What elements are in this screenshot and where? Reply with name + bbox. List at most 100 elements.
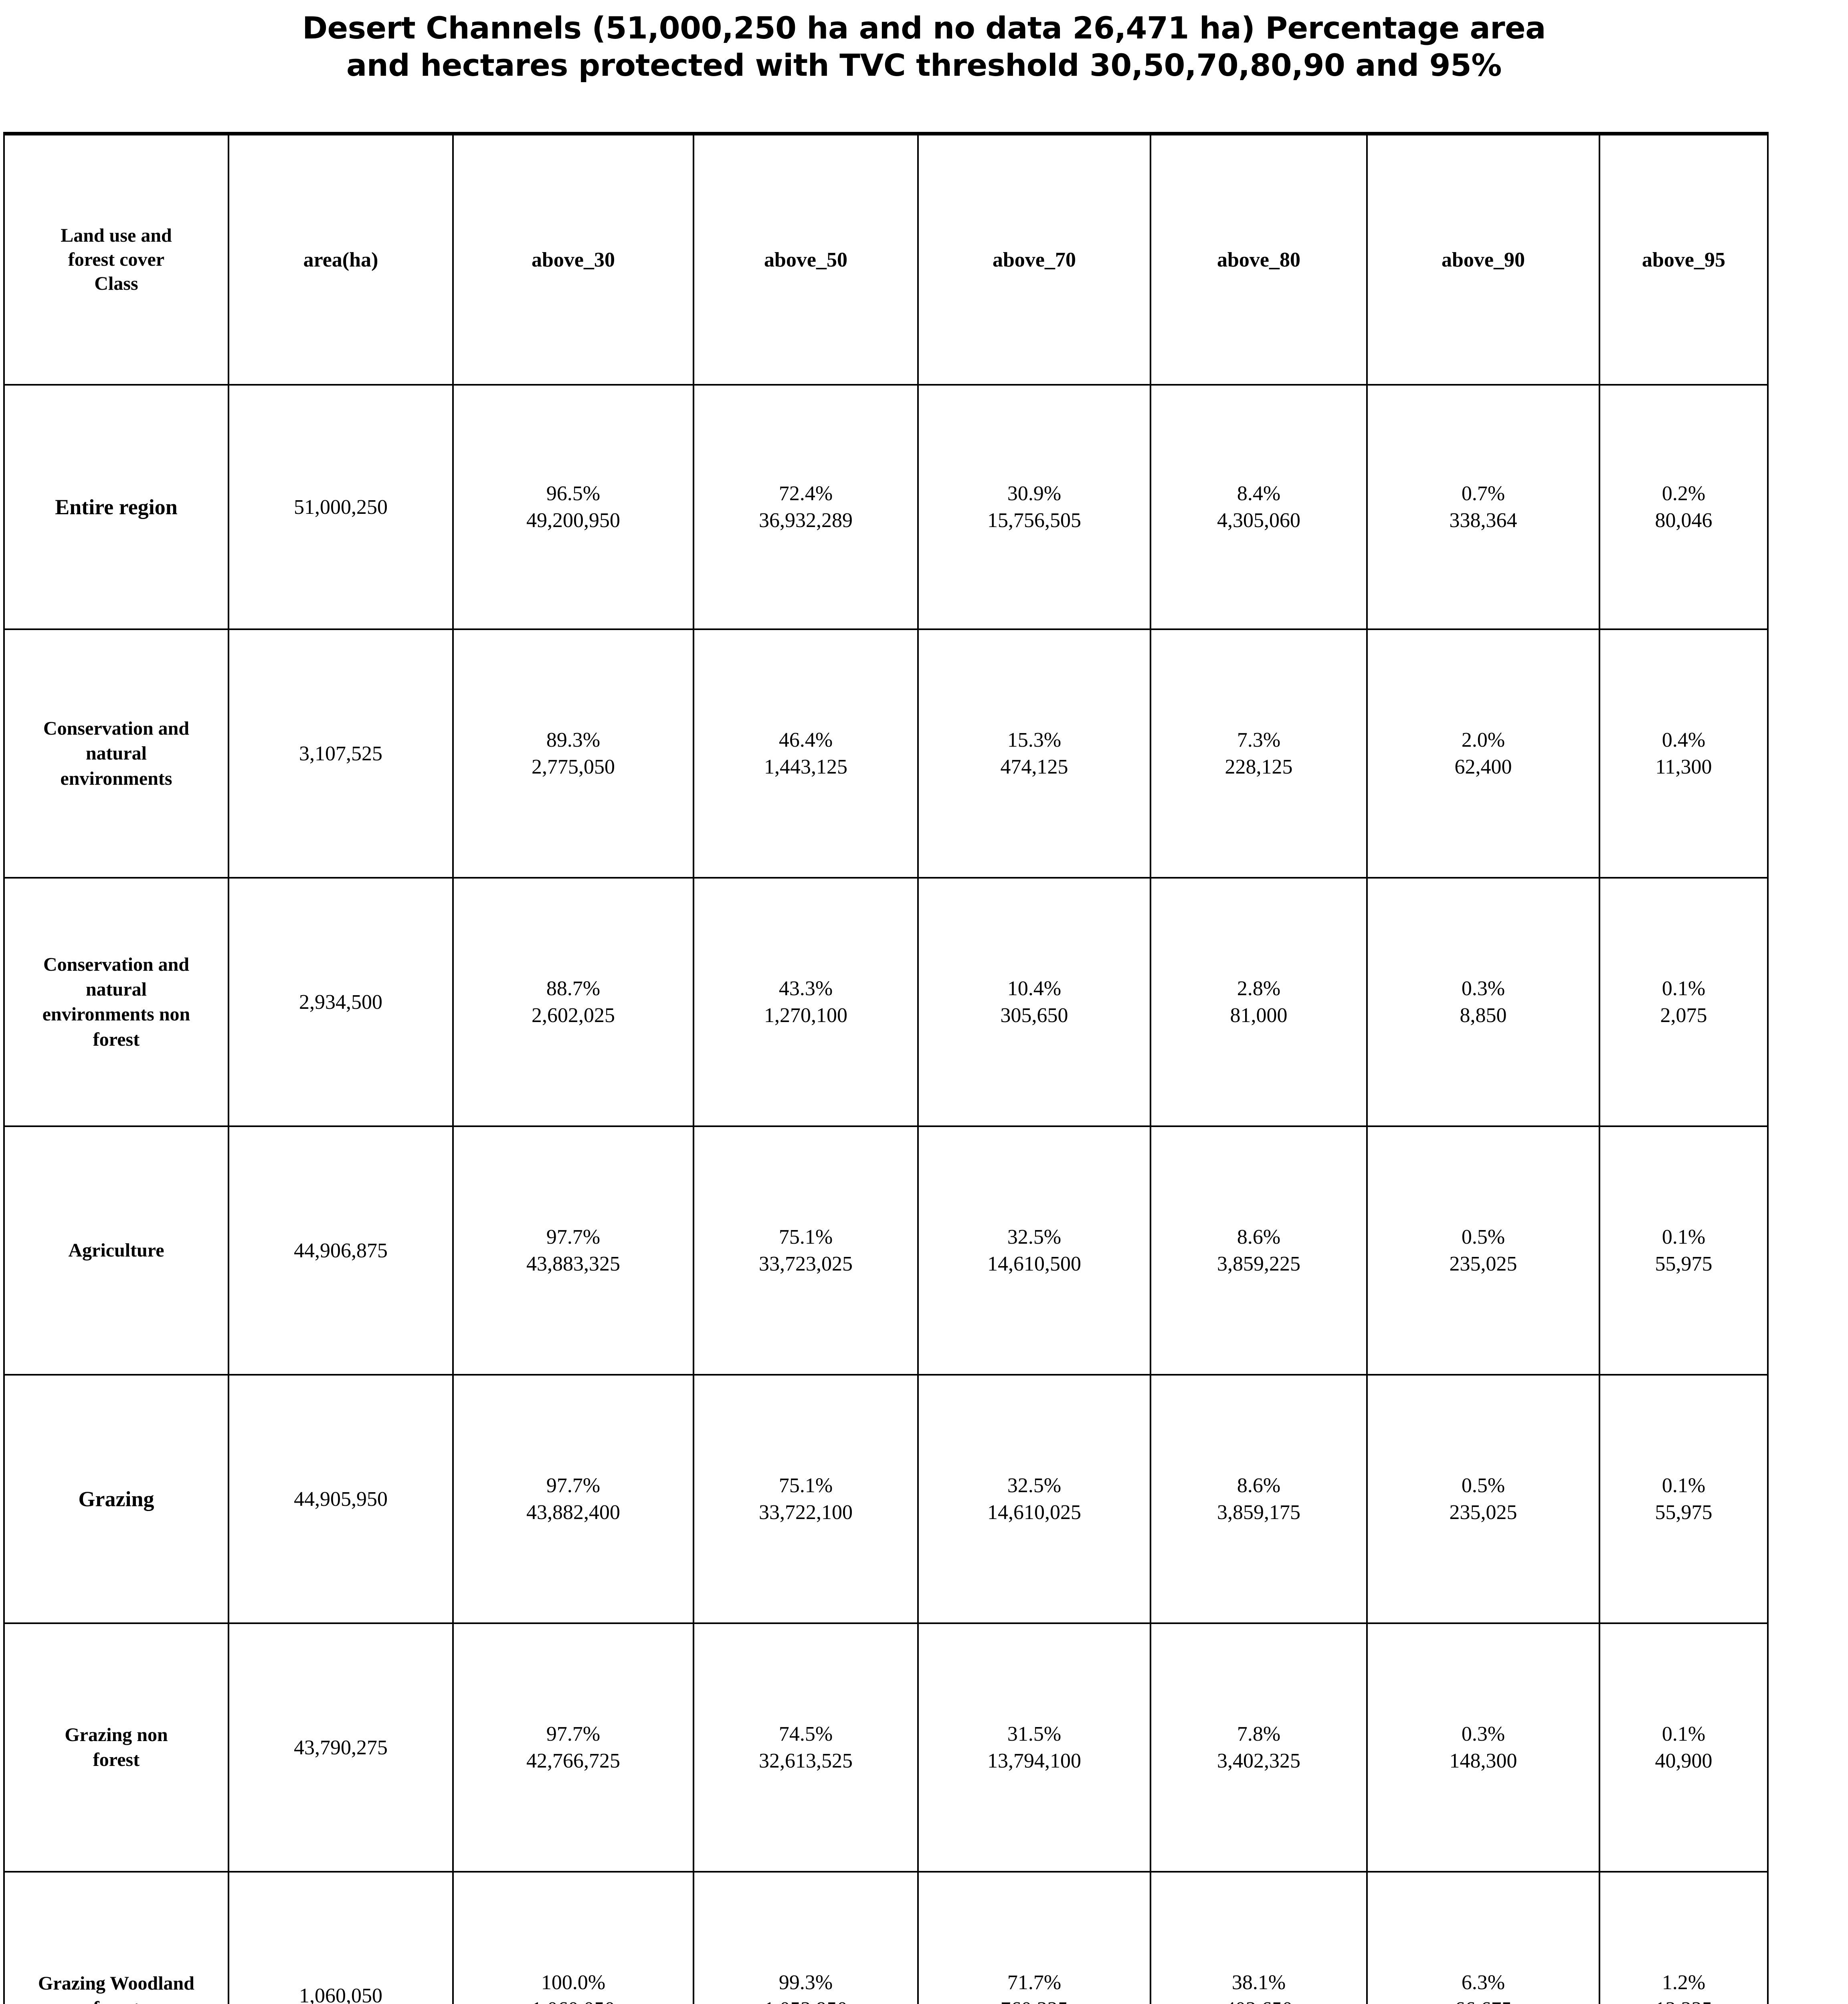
cell-above-50: 75.1% 33,722,100 xyxy=(693,1374,919,1624)
column-header-class: Land use and forest cover Class xyxy=(3,133,229,386)
cell-pct: 30.9% xyxy=(1007,482,1061,505)
cell-pct: 99.3% xyxy=(778,1971,833,1994)
cell-ha: 474,125 xyxy=(1000,756,1068,779)
cell-area: 3,107,525 xyxy=(228,628,454,879)
cell-above-30: 88.7% 2,602,025 xyxy=(452,877,694,1127)
page-title-line-1: Desert Channels (51,000,250 ha and no da… xyxy=(302,10,1546,46)
column-header-above-50: above_50 xyxy=(693,133,919,386)
row-label-line: forest xyxy=(93,1028,140,1050)
row-label: Conservation and natural environments no… xyxy=(3,877,229,1127)
cell-area: 1,060,050 xyxy=(228,1871,454,2004)
cell-pct: 96.5% xyxy=(546,482,600,505)
cell-above-30: 97.7% 43,883,325 xyxy=(452,1125,694,1376)
cell-pct: 15.3% xyxy=(1007,728,1061,752)
cell-ha: 235,025 xyxy=(1449,1501,1517,1524)
cell-above-90: 0.5% 235,025 xyxy=(1366,1374,1600,1624)
cell-ha: 55,975 xyxy=(1655,1252,1713,1276)
column-header-above-30: above_30 xyxy=(452,133,694,386)
cell-ha: 36,932,289 xyxy=(759,509,853,532)
cell-pct: 46.4% xyxy=(778,728,833,752)
cell-ha: 338,364 xyxy=(1449,509,1517,532)
cell-pct: 75.1% xyxy=(778,1474,833,1497)
cell-ha: 11,300 xyxy=(1655,756,1712,779)
table-row: Conservation and natural environments 3,… xyxy=(3,628,1769,879)
cell-pct: 72.4% xyxy=(778,482,833,505)
cell-ha: 33,723,025 xyxy=(759,1252,853,1276)
cell-ha: 33,722,100 xyxy=(759,1501,853,1524)
cell-pct: 0.4% xyxy=(1662,728,1706,752)
cell-above-30: 100.0% 1,060,050 xyxy=(452,1871,694,2004)
cell-above-80: 8.6% 3,859,175 xyxy=(1150,1374,1368,1624)
cell-above-95: 0.2% 80,046 xyxy=(1599,384,1769,630)
cell-area: 2,934,500 xyxy=(228,877,454,1127)
cell-area: 51,000,250 xyxy=(228,384,454,630)
cell-above-30: 96.5% 49,200,950 xyxy=(452,384,694,630)
cell-ha: 1,443,125 xyxy=(764,756,847,779)
cell-ha: 305,650 xyxy=(1000,1004,1068,1027)
cell-above-90: 0.7% 338,364 xyxy=(1366,384,1600,630)
cell-above-95: 0.4% 11,300 xyxy=(1599,628,1769,879)
cell-pct: 0.2% xyxy=(1662,482,1706,505)
cell-ha: 4,305,060 xyxy=(1217,509,1300,532)
cell-ha: 1,270,100 xyxy=(764,1004,847,1027)
cell-ha: 13,225 xyxy=(1604,1996,1763,2004)
row-label-line: forest xyxy=(93,1998,140,2004)
cell-ha: 235,025 xyxy=(1449,1252,1517,1276)
cell-above-50: 72.4% 36,932,289 xyxy=(693,384,919,630)
cell-ha: 66,675 xyxy=(1372,1996,1595,2004)
cell-ha: 1,060,050 xyxy=(458,1996,689,2004)
cell-pct: 0.1% xyxy=(1662,1722,1706,1745)
row-label-line: natural xyxy=(85,743,147,764)
table-row: Entire region 51,000,250 96.5% 49,200,950… xyxy=(3,384,1769,630)
cell-above-70: 31.5% 13,794,100 xyxy=(917,1622,1151,1873)
cell-ha: 760,325 xyxy=(923,1996,1146,2004)
row-label: Entire region xyxy=(3,384,229,630)
cell-ha: 403,650 xyxy=(1155,1996,1362,2004)
cell-above-95: 0.1% 2,075 xyxy=(1599,877,1769,1127)
column-header-class-line2: forest cover xyxy=(68,249,165,271)
cell-pct: 97.7% xyxy=(546,1225,600,1248)
cell-pct: 31.5% xyxy=(1007,1722,1061,1745)
cell-pct: 8.4% xyxy=(1237,482,1281,505)
cell-ha: 80,046 xyxy=(1655,509,1713,532)
row-label: Grazing xyxy=(3,1374,229,1624)
cell-ha: 228,125 xyxy=(1225,756,1293,779)
column-header-above-80: above_80 xyxy=(1150,133,1368,386)
column-header-area: area(ha) xyxy=(228,133,454,386)
cell-pct: 74.5% xyxy=(778,1722,833,1745)
column-header-class-line1: Land use and xyxy=(61,225,172,246)
cell-ha: 15,756,505 xyxy=(987,509,1081,532)
cell-area: 44,905,950 xyxy=(228,1374,454,1624)
cell-ha: 2,075 xyxy=(1660,1004,1707,1027)
cell-ha: 148,300 xyxy=(1449,1749,1517,1773)
row-label-line: environments non xyxy=(42,1004,190,1025)
cell-area: 43,790,275 xyxy=(228,1622,454,1873)
cell-above-30: 97.7% 43,882,400 xyxy=(452,1374,694,1624)
cell-above-80: 7.3% 228,125 xyxy=(1150,628,1368,879)
cell-above-70: 32.5% 14,610,500 xyxy=(917,1125,1151,1376)
cell-above-95: 0.1% 55,975 xyxy=(1599,1125,1769,1376)
cell-above-50: 46.4% 1,443,125 xyxy=(693,628,919,879)
cell-pct: 7.3% xyxy=(1237,728,1281,752)
cell-ha: 1,052,950 xyxy=(698,1996,913,2004)
row-label: Agriculture xyxy=(3,1125,229,1376)
cell-ha: 2,602,025 xyxy=(532,1004,615,1027)
cell-ha: 42,766,725 xyxy=(526,1749,620,1773)
cell-pct: 8.6% xyxy=(1237,1474,1281,1497)
cell-ha: 2,775,050 xyxy=(532,756,615,779)
cell-above-80: 7.8% 3,402,325 xyxy=(1150,1622,1368,1873)
cell-ha: 14,610,500 xyxy=(987,1252,1081,1276)
cell-pct: 0.3% xyxy=(1461,1722,1505,1745)
row-label: Conservation and natural environments xyxy=(3,628,229,879)
cell-pct: 1.2% xyxy=(1662,1971,1706,1994)
cell-ha: 14,610,025 xyxy=(987,1501,1081,1524)
row-label-line: Conservation and xyxy=(43,717,190,739)
cell-ha: 8,850 xyxy=(1460,1004,1507,1027)
cell-pct: 0.3% xyxy=(1461,977,1505,1000)
cell-pct: 0.7% xyxy=(1461,482,1505,505)
row-label: Grazing Woodland forest xyxy=(3,1871,229,2004)
cell-area: 44,906,875 xyxy=(228,1125,454,1376)
cell-above-70: 71.7% 760,325 xyxy=(917,1871,1151,2004)
cell-above-80: 2.8% 81,000 xyxy=(1150,877,1368,1127)
cell-pct: 71.7% xyxy=(1007,1971,1061,1994)
